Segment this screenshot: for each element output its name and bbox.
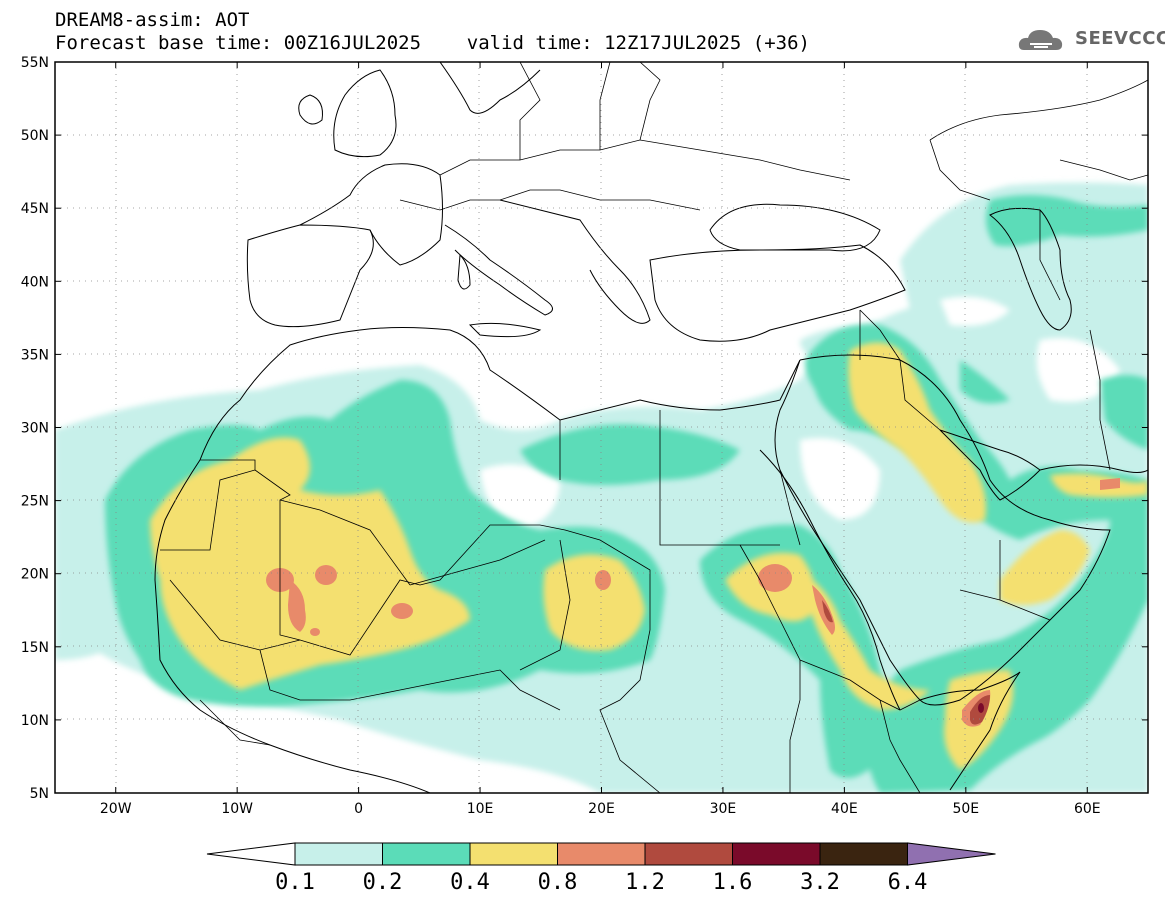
colorbar-swatch bbox=[819, 842, 908, 866]
coastlines bbox=[154, 62, 1148, 793]
colorbar-label: 3.2 bbox=[800, 870, 840, 895]
lon-tick-label: 50E bbox=[952, 801, 979, 817]
colorbar-label: 1.2 bbox=[625, 870, 665, 895]
lat-tick-label: 50N bbox=[21, 128, 49, 144]
lat-tick-label: 35N bbox=[21, 347, 49, 363]
forecast-times: Forecast base time: 00Z16JUL2025 valid t… bbox=[55, 32, 810, 54]
lat-tick-label: 40N bbox=[21, 274, 49, 290]
aot-level-0.8 bbox=[266, 478, 1120, 727]
colorbar-label: 1.6 bbox=[713, 870, 753, 895]
colorbar-swatch bbox=[382, 842, 471, 866]
lat-tick-label: 15N bbox=[21, 640, 49, 656]
lat-tick-label: 25N bbox=[21, 494, 49, 510]
lon-tick-label: 10W bbox=[221, 801, 253, 817]
lon-tick-label: 20W bbox=[100, 801, 132, 817]
colorbar-swatch bbox=[294, 842, 383, 866]
graticule bbox=[55, 62, 1148, 793]
colorbar-min-arrow bbox=[206, 842, 296, 866]
colorbar-swatch bbox=[557, 842, 646, 866]
lon-tick-label: 40E bbox=[831, 801, 858, 817]
colorbar-label: 0.8 bbox=[538, 870, 578, 895]
lat-tick-label: 45N bbox=[21, 201, 49, 217]
lon-tick-label: 60E bbox=[1074, 801, 1101, 817]
colorbar: 0.1 0.2 0.4 0.8 1.2 1.6 3.2 6.4 bbox=[206, 842, 996, 895]
colorbar-swatch bbox=[469, 842, 558, 866]
lat-tick-label: 10N bbox=[21, 713, 49, 729]
colorbar-swatch bbox=[732, 842, 821, 866]
map-title: DREAM8-assim: AOT bbox=[55, 9, 250, 31]
aot-level-0.4 bbox=[150, 342, 1148, 770]
lon-tick-label: 20E bbox=[588, 801, 615, 817]
aot-field bbox=[55, 62, 1148, 793]
country-borders bbox=[160, 62, 1148, 793]
cloud-icon bbox=[1018, 30, 1063, 50]
lat-tick-label: 55N bbox=[21, 55, 49, 71]
colorbar-label: 0.4 bbox=[450, 870, 490, 895]
lon-tick-label: 30E bbox=[710, 801, 737, 817]
lon-tick-group: 20W 10W 0 10E 20E 30E 40E 50E 60E bbox=[100, 62, 1101, 817]
lat-tick-label: 30N bbox=[21, 421, 49, 437]
lon-tick-label: 10E bbox=[467, 801, 494, 817]
colorbar-max-arrow bbox=[907, 842, 996, 866]
lat-tick-label: 5N bbox=[30, 786, 49, 802]
logo-text: SEEVCCC bbox=[1075, 28, 1165, 49]
colorbar-label: 0.1 bbox=[275, 870, 315, 895]
colorbar-label: 6.4 bbox=[888, 870, 928, 895]
lon-tick-label: 0 bbox=[354, 801, 363, 817]
colorbar-label: 0.2 bbox=[363, 870, 403, 895]
lat-tick-group: 55N 50N 45N 40N 35N 30N 25N 20N 15N 10N 5N bbox=[21, 55, 1148, 802]
lat-tick-label: 20N bbox=[21, 567, 49, 583]
aot-level-1.6 bbox=[978, 703, 984, 713]
colorbar-swatch bbox=[644, 842, 733, 866]
